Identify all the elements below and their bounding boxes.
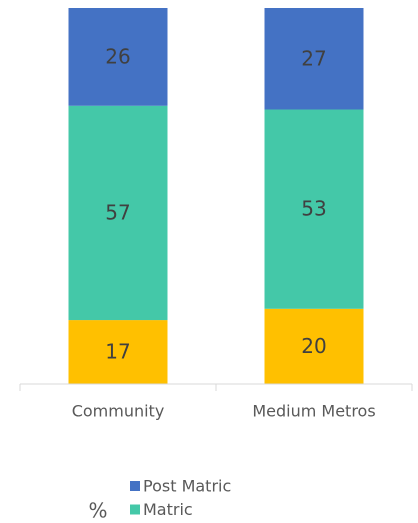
bar-segment — [68, 320, 168, 384]
bar-segment — [68, 8, 168, 106]
bar-segment — [264, 8, 364, 110]
unit-label: % — [88, 499, 107, 523]
legend-label: Matric — [143, 500, 193, 519]
data-label: 26 — [105, 44, 130, 68]
bar-segment — [264, 308, 364, 384]
bar-segment — [68, 105, 168, 321]
data-label: 20 — [301, 334, 326, 358]
data-label: 53 — [301, 197, 326, 221]
x-tick-label: Medium Metros — [252, 402, 375, 421]
data-label: 27 — [301, 46, 326, 70]
data-label: 17 — [105, 340, 130, 364]
legend-swatch — [130, 481, 140, 491]
bar-segment — [264, 109, 364, 309]
data-label: 57 — [105, 200, 130, 224]
legend-swatch — [130, 504, 140, 515]
legend-label: Post Matric — [143, 477, 231, 496]
x-tick-label: Community — [72, 402, 165, 421]
